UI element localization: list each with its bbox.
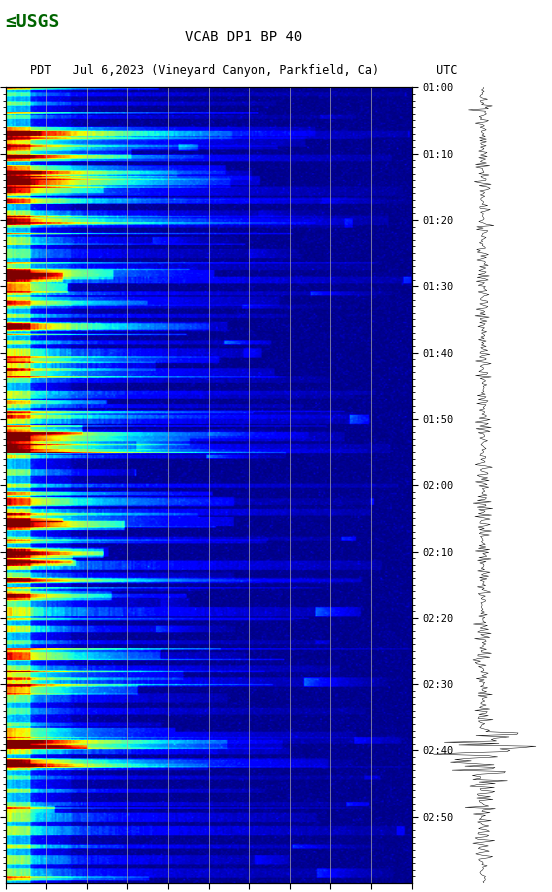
Text: ≤USGS: ≤USGS — [6, 13, 60, 31]
Text: PDT   Jul 6,2023 (Vineyard Canyon, Parkfield, Ca)        UTC: PDT Jul 6,2023 (Vineyard Canyon, Parkfie… — [30, 63, 457, 77]
Text: VCAB DP1 BP 40: VCAB DP1 BP 40 — [185, 29, 302, 44]
